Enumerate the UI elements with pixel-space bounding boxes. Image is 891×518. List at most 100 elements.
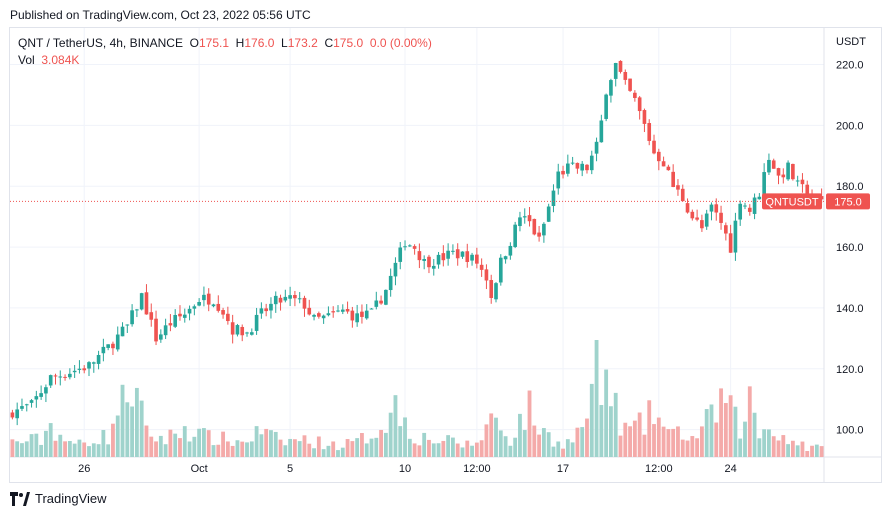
- candle-body: [283, 296, 288, 301]
- volume-bar: [580, 427, 585, 457]
- volume-bar: [441, 440, 446, 457]
- volume-bar: [350, 441, 355, 457]
- candle-body: [585, 164, 589, 171]
- volume-bar: [436, 443, 441, 457]
- candle-body: [249, 332, 254, 335]
- footer-brand[interactable]: TradingView: [10, 491, 107, 506]
- volume-bar: [647, 400, 652, 457]
- volume-bar: [340, 447, 345, 457]
- volume-bar: [326, 445, 331, 457]
- volume-bar: [613, 392, 618, 457]
- candle-body: [762, 172, 766, 199]
- candle-body: [44, 387, 48, 394]
- candle-body: [293, 294, 297, 299]
- candle-body: [24, 404, 29, 406]
- candle-body: [39, 393, 43, 397]
- volume-bar: [312, 448, 316, 457]
- candle-body: [178, 313, 182, 317]
- candle-body: [685, 203, 690, 213]
- candle-body: [551, 190, 556, 206]
- candle-body: [709, 204, 714, 212]
- price-tag: 175.0: [834, 196, 862, 208]
- candle-body: [407, 245, 412, 247]
- volume-bar: [10, 439, 15, 457]
- candle-body: [633, 92, 637, 98]
- candle-body: [364, 310, 369, 319]
- volume-bar: [111, 423, 115, 457]
- volume-bar: [628, 426, 632, 457]
- candle-body: [570, 162, 575, 164]
- volume-bar: [120, 384, 125, 457]
- volume-bar: [72, 443, 77, 457]
- volume-bar: [695, 438, 700, 457]
- candle-body: [575, 162, 580, 169]
- volume-bar: [87, 446, 91, 457]
- candle-body: [522, 216, 527, 218]
- candle-body: [455, 249, 460, 259]
- volume-bar: [292, 439, 297, 457]
- candle-body: [302, 297, 307, 309]
- volume-bar: [178, 438, 182, 457]
- volume-bar: [269, 430, 273, 457]
- volume-bar: [412, 443, 417, 457]
- volume-bar: [158, 435, 163, 457]
- volume-bar: [637, 412, 642, 457]
- volume-bar: [719, 388, 723, 457]
- volume-bar: [446, 435, 451, 457]
- volume-bar: [254, 426, 259, 457]
- volume-bar: [642, 434, 647, 457]
- candle-body: [589, 155, 594, 171]
- candle-body: [101, 346, 106, 354]
- volume-bar: [632, 420, 637, 457]
- candle-body: [771, 160, 776, 169]
- volume-bar: [532, 425, 537, 457]
- candle-body: [68, 373, 72, 378]
- volume-bar: [589, 383, 594, 457]
- x-tick-label: 12:00: [463, 463, 491, 475]
- y-tick-label: 100.0: [836, 425, 864, 437]
- volume-bar: [355, 438, 360, 457]
- volume-bar: [249, 441, 254, 457]
- candle-body: [623, 71, 628, 80]
- candle-body: [800, 179, 805, 185]
- candle-body: [786, 162, 790, 180]
- candle-body: [350, 310, 355, 321]
- candle-body: [805, 184, 810, 197]
- volume-bar: [805, 450, 810, 457]
- candle-body: [245, 332, 249, 334]
- volume-bar: [752, 412, 757, 457]
- candle-body: [599, 120, 604, 143]
- volume-bar: [225, 441, 230, 457]
- x-tick-label: Oct: [191, 463, 208, 475]
- candle-body: [427, 256, 431, 268]
- candle-body: [317, 313, 321, 317]
- volume-bar: [345, 439, 350, 457]
- volume-bar: [671, 428, 676, 457]
- candle-body: [336, 310, 340, 312]
- legend-close-label: C: [324, 36, 334, 50]
- candle-body: [384, 289, 388, 305]
- volume-bar: [192, 436, 197, 457]
- volume-bar: [106, 444, 111, 457]
- volume-bar: [819, 446, 824, 457]
- candle-body: [192, 306, 197, 309]
- candle-body: [230, 322, 235, 335]
- volume-bar: [24, 441, 29, 457]
- volume-bar: [733, 406, 738, 457]
- volume-bar: [427, 439, 431, 457]
- volume-bar: [709, 404, 714, 457]
- candle-body: [269, 303, 273, 311]
- volume-bar: [383, 432, 388, 457]
- candle-body: [566, 163, 570, 174]
- candle-body: [594, 141, 599, 154]
- legend-close-value: 175.0: [333, 36, 364, 50]
- volume-bar: [58, 434, 63, 457]
- candle-body: [642, 110, 647, 124]
- x-tick-label: 17: [557, 463, 569, 475]
- candle-body: [508, 245, 513, 256]
- candle-body: [441, 253, 446, 261]
- candle-body: [431, 265, 436, 269]
- volume-bar: [163, 444, 168, 457]
- candle-body: [221, 310, 225, 315]
